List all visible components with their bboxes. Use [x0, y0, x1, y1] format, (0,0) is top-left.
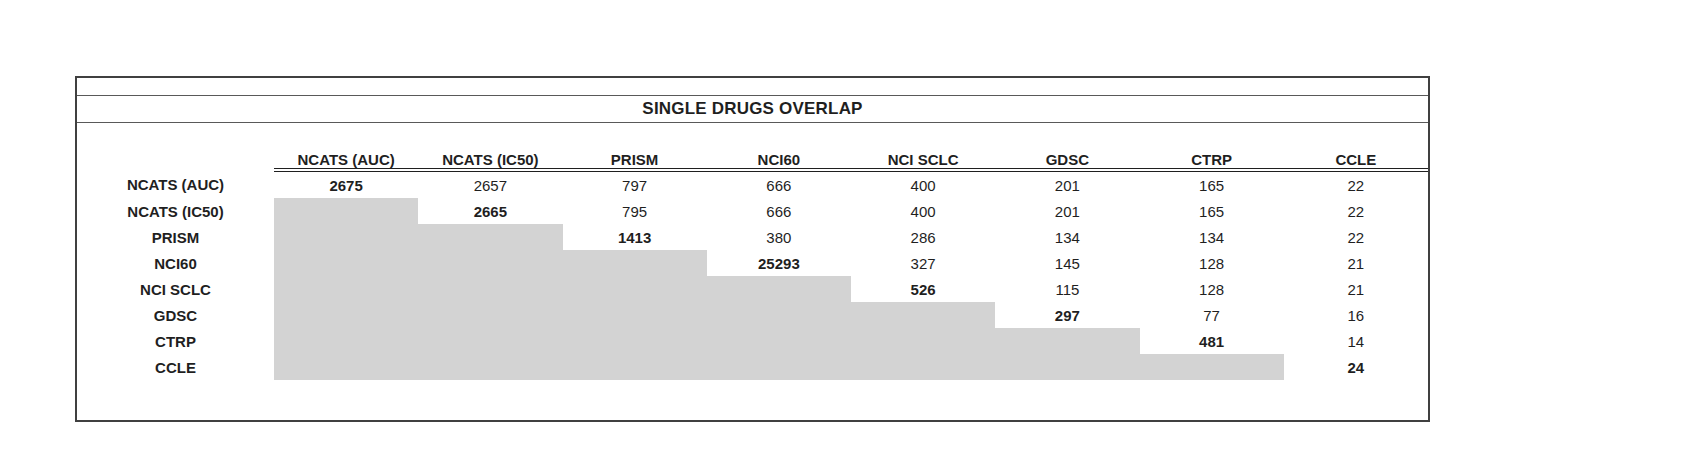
shaded-cell — [418, 328, 562, 354]
row-label-ncats-auc: NCATS (AUC) — [77, 170, 274, 198]
value-cell: 795 — [563, 198, 707, 224]
row-label-nci-sclc: NCI SCLC — [77, 276, 274, 302]
diagonal-value-cell: 526 — [851, 276, 995, 302]
col-header-ncats-auc: NCATS (AUC) — [274, 123, 418, 170]
table-row: GDSC 2977716 — [77, 302, 1428, 328]
shaded-cell — [995, 328, 1139, 354]
value-cell: 22 — [1284, 198, 1428, 224]
value-cell: 666 — [707, 198, 851, 224]
matrix-body: NCATS (AUC)2675265779766640020116522NCAT… — [77, 170, 1428, 380]
value-cell: 201 — [995, 198, 1139, 224]
col-header-ccle: CCLE — [1284, 123, 1428, 170]
value-cell: 666 — [707, 170, 851, 198]
table-row: CCLE 24 — [77, 354, 1428, 380]
row-label-ctrp: CTRP — [77, 328, 274, 354]
shaded-cell — [995, 354, 1139, 380]
diagonal-value-cell: 2675 — [274, 170, 418, 198]
row-label-gdsc: GDSC — [77, 302, 274, 328]
top-strip — [77, 78, 1428, 96]
shaded-cell — [418, 302, 562, 328]
row-label-ncats-ic50: NCATS (IC50) — [77, 198, 274, 224]
row-label-nci60: NCI60 — [77, 250, 274, 276]
shaded-cell — [418, 250, 562, 276]
shaded-cell — [563, 302, 707, 328]
shaded-cell — [707, 354, 851, 380]
value-cell: 380 — [707, 224, 851, 250]
col-header-ctrp: CTRP — [1140, 123, 1284, 170]
value-cell: 77 — [1140, 302, 1284, 328]
overlap-table-frame: SINGLE DRUGS OVERLAP NCATS (AUC)NCATS (I… — [75, 76, 1430, 422]
shaded-cell — [851, 302, 995, 328]
shaded-cell — [563, 354, 707, 380]
value-cell: 22 — [1284, 170, 1428, 198]
shaded-cell — [1140, 354, 1284, 380]
value-cell: 128 — [1140, 276, 1284, 302]
value-cell: 286 — [851, 224, 995, 250]
diagonal-value-cell: 2665 — [418, 198, 562, 224]
value-cell: 145 — [995, 250, 1139, 276]
shaded-cell — [274, 302, 418, 328]
value-cell: 134 — [995, 224, 1139, 250]
shaded-cell — [418, 224, 562, 250]
table-row: NCATS (IC50) 266579566640020116522 — [77, 198, 1428, 224]
corner-cell — [77, 123, 274, 170]
shaded-cell — [274, 354, 418, 380]
table-row: PRISM141338028613413422 — [77, 224, 1428, 250]
overlap-matrix: NCATS (AUC)NCATS (IC50)PRISMNCI60NCI SCL… — [77, 123, 1428, 380]
header-row: NCATS (AUC)NCATS (IC50)PRISMNCI60NCI SCL… — [77, 123, 1428, 170]
value-cell: 14 — [1284, 328, 1428, 354]
diagonal-value-cell: 297 — [995, 302, 1139, 328]
value-cell: 165 — [1140, 170, 1284, 198]
value-cell: 165 — [1140, 198, 1284, 224]
shaded-cell — [274, 198, 418, 224]
shaded-cell — [563, 328, 707, 354]
value-cell: 201 — [995, 170, 1139, 198]
shaded-cell — [851, 328, 995, 354]
shaded-cell — [274, 328, 418, 354]
table-row: NCI SCLC 52611512821 — [77, 276, 1428, 302]
value-cell: 327 — [851, 250, 995, 276]
value-cell: 797 — [563, 170, 707, 198]
value-cell: 21 — [1284, 276, 1428, 302]
shaded-cell — [418, 354, 562, 380]
shaded-cell — [563, 276, 707, 302]
value-cell: 134 — [1140, 224, 1284, 250]
shaded-cell — [274, 250, 418, 276]
row-label-prism: PRISM — [77, 224, 274, 250]
value-cell: 21 — [1284, 250, 1428, 276]
value-cell: 115 — [995, 276, 1139, 302]
shaded-cell — [274, 276, 418, 302]
diagonal-value-cell: 481 — [1140, 328, 1284, 354]
col-header-ncats-ic50: NCATS (IC50) — [418, 123, 562, 170]
value-cell: 16 — [1284, 302, 1428, 328]
shaded-cell — [274, 224, 418, 250]
col-header-gdsc: GDSC — [995, 123, 1139, 170]
table-row: NCI60 2529332714512821 — [77, 250, 1428, 276]
value-cell: 400 — [851, 170, 995, 198]
shaded-cell — [707, 328, 851, 354]
shaded-cell — [418, 276, 562, 302]
table-row: NCATS (AUC)2675265779766640020116522 — [77, 170, 1428, 198]
table-title: SINGLE DRUGS OVERLAP — [77, 96, 1428, 123]
diagonal-value-cell: 24 — [1284, 354, 1428, 380]
col-header-nci60: NCI60 — [707, 123, 851, 170]
shaded-cell — [563, 250, 707, 276]
col-header-nci-sclc: NCI SCLC — [851, 123, 995, 170]
value-cell: 128 — [1140, 250, 1284, 276]
value-cell: 2657 — [418, 170, 562, 198]
shaded-cell — [707, 276, 851, 302]
page: SINGLE DRUGS OVERLAP NCATS (AUC)NCATS (I… — [0, 0, 1688, 464]
col-header-prism: PRISM — [563, 123, 707, 170]
value-cell: 22 — [1284, 224, 1428, 250]
shaded-cell — [707, 302, 851, 328]
shaded-cell — [851, 354, 995, 380]
table-row: CTRP 48114 — [77, 328, 1428, 354]
row-label-ccle: CCLE — [77, 354, 274, 380]
diagonal-value-cell: 1413 — [563, 224, 707, 250]
diagonal-value-cell: 25293 — [707, 250, 851, 276]
value-cell: 400 — [851, 198, 995, 224]
